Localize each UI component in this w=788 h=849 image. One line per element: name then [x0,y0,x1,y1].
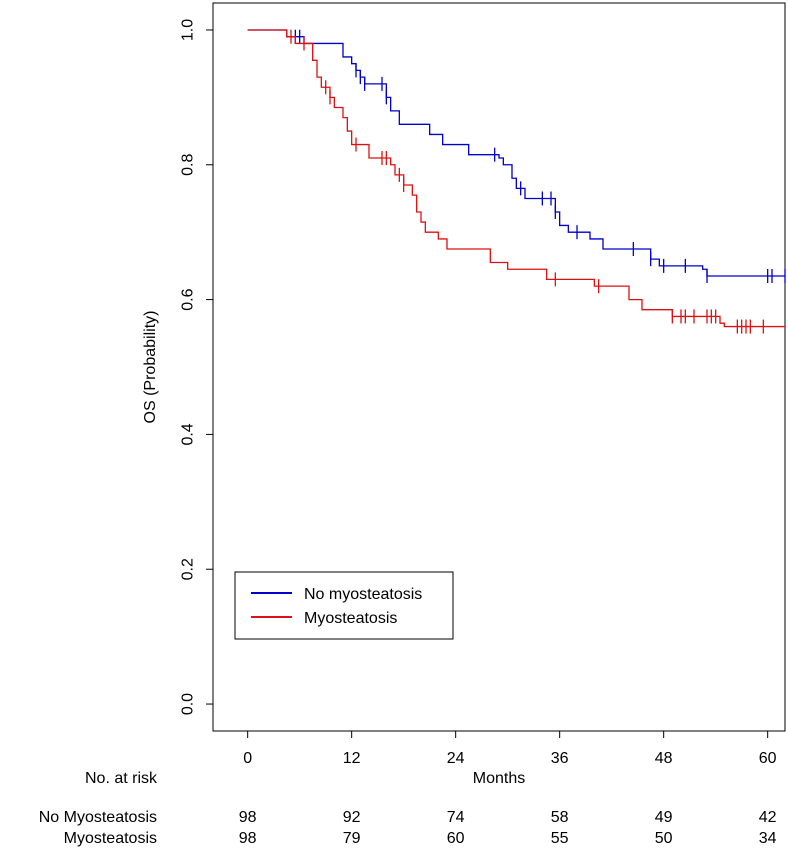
series-line-no-myosteatosis [247,29,785,277]
risk-count: 92 [343,809,361,826]
x-tick-label: 60 [759,750,777,767]
y-axis: 0.0 0.2 0.4 0.6 0.8 1.0 [180,19,213,715]
risk-count: 98 [239,809,257,826]
x-tick-label: 0 [243,750,252,767]
risk-count: 49 [655,809,673,826]
plot-frame [212,2,786,732]
y-tick-label: 0.2 [180,558,197,580]
risk-row-label: Myosteatosis [64,830,157,847]
y-tick-label: 0.0 [180,693,197,715]
x-tick-label: 48 [655,750,673,767]
risk-count: 79 [343,830,361,847]
risk-count: 74 [447,809,465,826]
risk-count: 58 [551,809,569,826]
y-tick-label: 0.8 [180,154,197,176]
risk-count: 50 [655,830,673,847]
risk-count: 55 [551,830,569,847]
x-tick-label: 24 [447,750,465,767]
legend-box [234,571,454,640]
y-tick-label: 0.4 [180,423,197,445]
risk-count: 42 [759,809,777,826]
risk-table-header: No. at risk [85,770,158,787]
y-tick-label: 0.6 [180,288,197,310]
risk-row-label: No Myosteatosis [39,809,157,826]
risk-count: 60 [447,830,465,847]
x-tick-label: 36 [551,750,569,767]
x-tick-label: 12 [343,750,361,767]
legend: No myosteatosis Myosteatosis [234,571,454,640]
y-tick-label: 1.0 [180,19,197,41]
legend-label-no-myosteatosis: No myosteatosis [304,586,422,603]
risk-table: No Myosteatosis 98 92 74 58 49 42 Myosteatosis 9… [39,809,777,847]
y-axis-label: OS (Probability) [142,311,159,424]
series-line-myosteatosis [247,29,785,328]
risk-count: 34 [759,830,777,847]
survival-curves [247,29,786,334]
x-axis: 0 12 24 36 48 60 [243,731,777,767]
x-axis-label: Months [473,770,525,787]
risk-count: 98 [239,830,257,847]
legend-label-myosteatosis: Myosteatosis [304,610,397,627]
